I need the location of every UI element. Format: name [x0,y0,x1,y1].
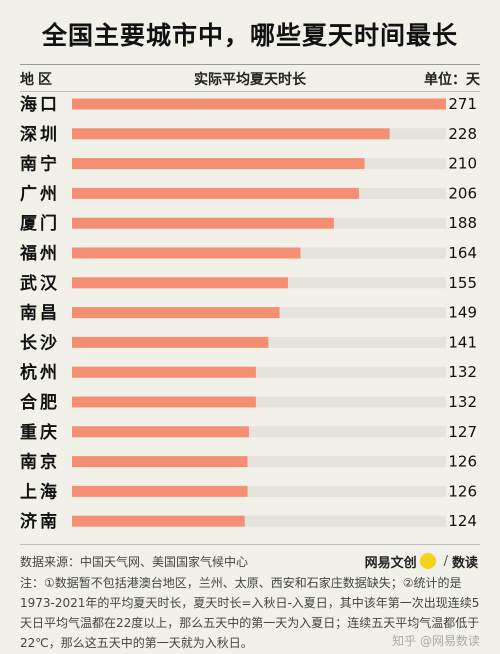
value-label: 206 [448,184,477,202]
bar-row: 杭州 132 [20,362,480,383]
bar-chart: 海口 271 深圳 228 南宁 210 广州 206 厦门 188 福州 164 武汉 155 南昌 149… [19,94,480,532]
category-label: 广州 [20,183,60,204]
bar-row: 海口 271 [20,94,480,115]
bar-row: 合肥 132 [20,392,480,413]
value-label-backdrop [446,511,480,532]
bar [72,217,334,229]
footnote: 注：①数据暂不包括港澳台地区，兰州、太原、西安和石家庄数据缺失；②统计的是197… [20,576,480,650]
bar [72,158,365,170]
value-label-backdrop [446,392,480,412]
value-label: 126 [448,453,477,471]
bar [72,128,390,140]
bar-row: 南昌 149 [20,302,480,324]
bar-row: 深圳 228 [20,123,480,145]
bar-track [72,456,476,468]
watermark: 知乎 @网易数读 [392,634,480,648]
brand-dot-icon [419,553,436,569]
bar-track [72,366,476,378]
title-divider [20,64,480,65]
region-column-header: 地区 [20,72,56,88]
bar [72,485,248,497]
brand-separator: / [443,553,448,569]
value-label: 149 [448,304,477,322]
value-label: 271 [448,95,477,113]
category-label: 南京 [20,452,60,473]
value-label-backdrop [446,272,480,293]
value-label: 124 [448,512,477,530]
value-label-backdrop [446,451,480,472]
value-label-backdrop [446,94,480,114]
value-label-backdrop [446,332,480,353]
bar-row: 南宁 210 [20,153,480,175]
bar-row: 广州 206 [20,183,480,204]
brand-section: 数读 [451,555,478,571]
brand-name: 网易文创 [364,555,417,571]
bar-row: 福州 164 [19,243,480,264]
bar [72,426,249,438]
bar-track [72,336,476,348]
category-label: 厦门 [20,213,60,234]
bar-row: 长沙 141 [20,332,480,353]
category-label: 南昌 [20,303,60,324]
value-label: 155 [448,274,477,292]
bar [72,247,301,259]
bar-row: 厦门 188 [20,213,480,234]
category-label: 武汉 [20,273,60,294]
footer-divider [20,544,480,545]
value-label-backdrop [446,421,480,442]
value-label: 127 [448,423,477,441]
bar [72,515,245,527]
value-label-backdrop [446,362,480,383]
bar-track [72,485,476,497]
bar-row: 上海 126 [20,481,480,502]
value-label: 126 [448,482,477,500]
value-label-backdrop [446,302,480,323]
value-label-backdrop [446,123,480,144]
category-label: 海口 [20,94,60,115]
metric-column-header: 实际平均夏天时长 [194,72,306,88]
bar [72,336,269,348]
value-label: 188 [448,214,477,232]
bar-track [72,396,476,408]
bar [72,98,450,110]
value-label: 210 [448,155,477,173]
value-label: 164 [448,244,477,262]
unit-label: 单位：天 [424,72,480,88]
category-label: 重庆 [20,422,60,443]
bar [72,277,288,289]
bar-row: 南京 126 [20,451,480,473]
value-label: 141 [448,333,477,351]
bar [72,456,248,468]
bar [72,187,359,199]
page-title: 全国主要城市中，哪些夏天时间最长 [41,21,458,50]
bar [72,307,280,319]
bar-row: 济南 124 [20,511,480,532]
header-divider [20,91,480,92]
category-label: 南宁 [20,154,60,175]
bar-row: 武汉 155 [20,272,480,294]
bar-track [72,426,476,438]
category-label: 济南 [20,511,60,532]
value-label-backdrop [446,481,480,502]
brand-logo: 网易文创 / 数读 [365,550,478,572]
bar-track [72,515,476,527]
table-header: 地区 实际平均夏天时长 单位：天 [20,69,480,89]
bar [72,396,256,408]
value-label-backdrop [446,243,480,263]
category-label: 长沙 [20,332,60,353]
bar-row: 重庆 127 [20,421,480,443]
value-label-backdrop [446,183,480,204]
value-label-backdrop [446,213,480,234]
category-label: 杭州 [20,362,60,383]
value-label: 132 [448,393,477,411]
data-source: 数据来源：中国天气网、美国国家气候中心 [20,555,249,569]
value-label: 228 [448,125,477,143]
value-label-backdrop [446,153,480,174]
bar [72,366,256,378]
category-label: 福州 [19,243,60,264]
category-label: 上海 [20,481,60,502]
value-label: 132 [448,363,477,381]
category-label: 深圳 [20,124,60,145]
category-label: 合肥 [20,392,60,413]
